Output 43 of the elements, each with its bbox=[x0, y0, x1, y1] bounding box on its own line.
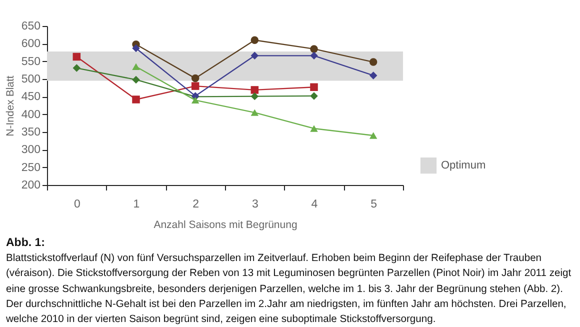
x-tick-label: 2 bbox=[192, 198, 200, 210]
x-tick-label: 4 bbox=[311, 198, 318, 210]
point bbox=[310, 45, 318, 53]
point bbox=[250, 86, 259, 94]
point bbox=[72, 52, 81, 61]
point bbox=[250, 109, 259, 116]
point bbox=[191, 82, 200, 90]
text: Blattstickstoffverlauf (N) von fünf Versuchsparzellen im Zeitverlauf. Erhoben beim Beginn der Reifephase der Trauben (véraison). Die Stickstoffversorgung der Reben von 13 mit Leguminosen begrünten Parzellen (Pinot Noir) im Jahr 2011 zeigt eine grosse Schwankungsbreite, besonders derjenigen Parzellen, welche im 1. bis 3. Jahr der Begrünung stehen (Abb. 2). Der durchschnittliche N-Gehalt ist bei den Parzellen im 2.Jahr am niedrigsten, im fünften Jahr am höchsten. Drei Parzellen, welche 2010 in der vierten Saison begrünt sind, zeigen eine suboptimale Stickstoffversorgung. bbox=[6, 252, 572, 327]
point bbox=[191, 96, 200, 104]
point bbox=[250, 52, 259, 60]
x-tick-label: 1 bbox=[133, 198, 140, 210]
y-tick-label: 650 bbox=[21, 20, 40, 32]
point bbox=[310, 125, 318, 132]
y-tick-label: 400 bbox=[21, 108, 40, 121]
point bbox=[369, 58, 378, 66]
point bbox=[132, 96, 140, 104]
y-tick-label: 500 bbox=[21, 74, 40, 86]
y-axis-title: N-Index Blatt bbox=[4, 76, 16, 136]
point bbox=[132, 44, 140, 52]
x-tick-label: 5 bbox=[370, 198, 378, 210]
point bbox=[369, 72, 378, 80]
point bbox=[369, 132, 378, 139]
point bbox=[310, 92, 318, 100]
x-axis-title: Anzahl Saisons mit Begrünung bbox=[154, 219, 298, 231]
point bbox=[250, 92, 259, 100]
point bbox=[310, 83, 318, 91]
point bbox=[72, 64, 81, 72]
y-tick-label: 250 bbox=[21, 162, 40, 174]
legend-label: Optimum bbox=[441, 160, 486, 172]
point bbox=[132, 63, 140, 70]
point bbox=[250, 36, 259, 44]
y-tick-label: 200 bbox=[21, 180, 40, 192]
y-tick-label: 300 bbox=[21, 144, 40, 156]
caption: Abb. 1: bbox=[6, 236, 46, 251]
point bbox=[132, 76, 140, 84]
x-tick-label: 0 bbox=[74, 198, 80, 210]
y-tick-label: 550 bbox=[21, 56, 40, 68]
y-tick-label: 600 bbox=[21, 38, 40, 50]
x-tick-label: 3 bbox=[252, 198, 258, 210]
y-tick-label: 450 bbox=[21, 91, 40, 104]
point bbox=[191, 74, 200, 82]
y-tick-label: 350 bbox=[21, 126, 40, 138]
point bbox=[310, 52, 318, 60]
